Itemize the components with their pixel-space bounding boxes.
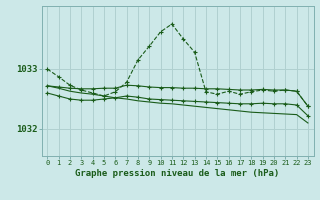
X-axis label: Graphe pression niveau de la mer (hPa): Graphe pression niveau de la mer (hPa): [76, 169, 280, 178]
